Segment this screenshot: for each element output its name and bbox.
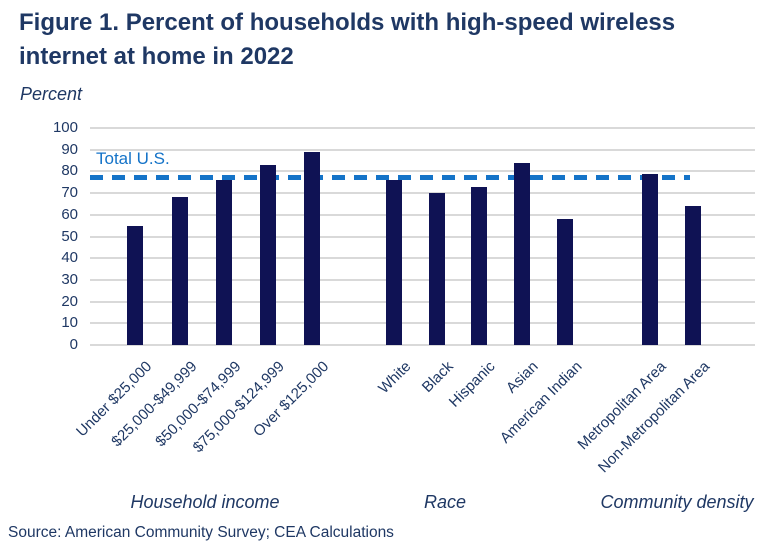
y-axis-tick-label: 0	[69, 336, 78, 353]
y-axis-unit-label: Percent	[20, 84, 83, 104]
gridline	[90, 235, 755, 238]
y-axis-tick-label: 30	[61, 270, 78, 288]
gridline	[90, 257, 755, 260]
gridline	[90, 278, 755, 281]
bar-under-25-000	[127, 225, 143, 345]
gridline	[90, 192, 755, 195]
x-axis-tick-label: White	[374, 358, 415, 398]
group-label-community-density: Community density	[600, 492, 754, 512]
x-axis-tick-label: American Indian	[496, 358, 586, 447]
bar-asian	[514, 162, 530, 345]
bar-metropolitan-area	[642, 173, 658, 345]
bar-hispanic	[471, 186, 487, 345]
y-axis-tick-label: 10	[61, 314, 78, 332]
y-axis-tick-label: 90	[61, 140, 78, 158]
gridline	[90, 127, 755, 129]
total-us-reference-line	[90, 175, 690, 181]
x-axis-tick-label: Hispanic	[446, 358, 500, 411]
group-label-race: Race	[423, 492, 467, 512]
y-axis-tick-label: 40	[61, 249, 78, 267]
y-axis-tick-label: 100	[52, 119, 78, 136]
y-axis-tick-label: 80	[61, 162, 78, 180]
bar-american-indian	[557, 219, 573, 345]
bar-over-125-000	[304, 151, 320, 345]
x-axis-tick-label: Under $25,000	[72, 358, 156, 441]
source-note: Source: American Community Survey; CEA C…	[8, 524, 394, 541]
bar-chart-plot-area: Total U.S. 0 10 20 30 40 50 60 70 80 90 100 Under $…	[53, 119, 755, 512]
x-axis-tick-label: Black	[419, 358, 458, 396]
gridline	[90, 344, 755, 346]
total-us-reference-label: Total U.S.	[96, 149, 170, 168]
bar--50-000-74-999	[216, 180, 232, 345]
bar-white	[386, 180, 402, 345]
bar-black	[429, 193, 445, 345]
y-axis-tick-label: 50	[61, 227, 78, 245]
figure-title: Figure 1. Percent of households with hig…	[19, 9, 676, 70]
gridline	[90, 322, 755, 325]
bar--25-000-49-999	[172, 197, 188, 345]
gridline	[90, 300, 755, 303]
gridline	[90, 170, 755, 173]
gridline	[90, 148, 755, 151]
y-axis-tick-label: 70	[61, 184, 78, 202]
bar-non-metropolitan-area	[685, 206, 701, 345]
y-axis-tick-label: 60	[61, 205, 78, 223]
group-label-household-income: Household income	[130, 492, 280, 512]
y-axis-tick-label: 20	[61, 292, 78, 310]
bar--75-000-124-999	[260, 164, 276, 345]
gridline	[90, 213, 755, 216]
x-axis-tick-label: Asian	[503, 358, 543, 397]
